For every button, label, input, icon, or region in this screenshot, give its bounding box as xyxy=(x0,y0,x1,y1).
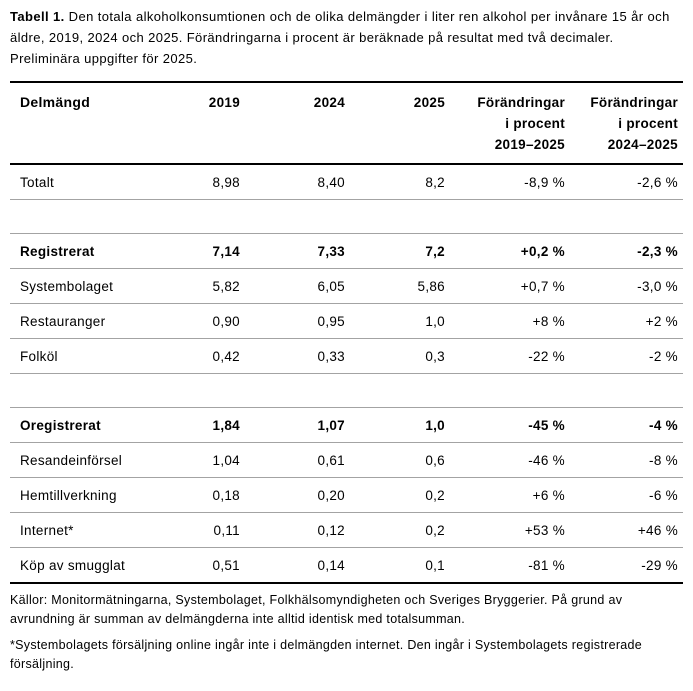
row-label: Folköl xyxy=(20,349,58,364)
value-2024: 6,05 xyxy=(317,279,345,294)
table-row-folkol: Folköl 0,42 0,33 0,3 -22 % -2 % xyxy=(10,339,683,374)
spacer-row xyxy=(10,374,683,408)
value-2019: 8,98 xyxy=(212,175,240,190)
value-2019: 0,18 xyxy=(212,488,240,503)
value-2024: 0,33 xyxy=(317,349,345,364)
value-2024: 1,07 xyxy=(317,418,345,433)
value-2019: 1,04 xyxy=(212,453,240,468)
value-2019: 0,90 xyxy=(212,314,240,329)
value-2025: 5,86 xyxy=(417,279,445,294)
value-2025: 1,0 xyxy=(425,314,445,329)
value-2025: 0,1 xyxy=(425,558,445,573)
change-2024-2025: -2,3 % xyxy=(637,244,678,259)
change-2024-2025: -2,6 % xyxy=(637,175,678,190)
table-row-oregistrerat: Oregistrerat 1,84 1,07 1,0 -45 % -4 % xyxy=(10,408,683,443)
change-2019-2025: +0,7 % xyxy=(520,279,565,294)
value-2024: 0,12 xyxy=(317,523,345,538)
change-2019-2025: +0,2 % xyxy=(520,244,565,259)
caption-text: Den totala alkoholkonsumtionen och de ol… xyxy=(10,9,670,66)
change-2019-2025: +8 % xyxy=(532,314,565,329)
value-2025: 1,0 xyxy=(425,418,445,433)
value-2025: 8,2 xyxy=(425,175,445,190)
row-label: Köp av smugglat xyxy=(20,558,126,573)
table-row-kop-av-smugglat: Köp av smugglat 0,51 0,14 0,1 -81 % -29 … xyxy=(10,548,683,583)
col-header-2024: 2024 xyxy=(313,95,345,110)
table-caption: Tabell 1. Den totala alkoholkonsumtionen… xyxy=(10,6,685,69)
col-header-change-2024-2025: Förändringar i procent 2024–2025 xyxy=(590,95,678,152)
row-label: Restauranger xyxy=(20,314,106,329)
value-2019: 0,42 xyxy=(212,349,240,364)
value-2024: 0,61 xyxy=(317,453,345,468)
table-row-totalt: Totalt 8,98 8,40 8,2 -8,9 % -2,6 % xyxy=(10,164,683,200)
data-table: Delmängd 2019 2024 2025 Förändringar i p… xyxy=(10,81,683,584)
table-row-hemtillverkning: Hemtillverkning 0,18 0,20 0,2 +6 % -6 % xyxy=(10,478,683,513)
row-label: Hemtillverkning xyxy=(20,488,117,503)
change-2024-2025: -29 % xyxy=(641,558,678,573)
change-2019-2025: -45 % xyxy=(528,418,565,433)
value-2019: 5,82 xyxy=(212,279,240,294)
table-row-registrerat: Registrerat 7,14 7,33 7,2 +0,2 % -2,3 % xyxy=(10,234,683,269)
col-header-change-2019-2025: Förändringar i procent 2019–2025 xyxy=(477,95,565,152)
change-2024-2025: -2 % xyxy=(649,349,678,364)
change-2024-2025: +2 % xyxy=(645,314,678,329)
table-row-systembolaget: Systembolaget 5,82 6,05 5,86 +0,7 % -3,0… xyxy=(10,269,683,304)
col-header-delmangd: Delmängd xyxy=(20,94,91,110)
row-label: Totalt xyxy=(20,175,55,190)
change-2019-2025: -8,9 % xyxy=(524,175,565,190)
change-2019-2025: -81 % xyxy=(528,558,565,573)
col-header-2019: 2019 xyxy=(208,95,240,110)
table-row-internet: Internet* 0,11 0,12 0,2 +53 % +46 % xyxy=(10,513,683,548)
value-2024: 0,14 xyxy=(317,558,345,573)
value-2025: 7,2 xyxy=(425,244,445,259)
change-2019-2025: +6 % xyxy=(532,488,565,503)
value-2019: 1,84 xyxy=(212,418,240,433)
change-2024-2025: -4 % xyxy=(649,418,678,433)
change-2019-2025: -46 % xyxy=(528,453,565,468)
change-2024-2025: -3,0 % xyxy=(637,279,678,294)
header-row: Delmängd 2019 2024 2025 Förändringar i p… xyxy=(10,82,683,164)
row-label: Resandeinförsel xyxy=(20,453,123,468)
change-2024-2025: +46 % xyxy=(637,523,678,538)
spacer-row xyxy=(10,200,683,234)
value-2024: 8,40 xyxy=(317,175,345,190)
row-label: Registrerat xyxy=(20,244,95,259)
value-2024: 0,20 xyxy=(317,488,345,503)
value-2025: 0,3 xyxy=(425,349,445,364)
change-2019-2025: +53 % xyxy=(524,523,565,538)
value-2025: 0,6 xyxy=(425,453,445,468)
row-label: Oregistrerat xyxy=(20,418,101,433)
change-2024-2025: -6 % xyxy=(649,488,678,503)
caption-label: Tabell 1. xyxy=(10,9,65,24)
value-2025: 0,2 xyxy=(425,523,445,538)
table-row-resandeinforsel: Resandeinförsel 1,04 0,61 0,6 -46 % -8 % xyxy=(10,443,683,478)
table-row-restauranger: Restauranger 0,90 0,95 1,0 +8 % +2 % xyxy=(10,304,683,339)
footnote-asterisk: *Systembolagets försäljning online ingår… xyxy=(10,638,643,671)
change-2019-2025: -22 % xyxy=(528,349,565,364)
value-2024: 7,33 xyxy=(317,244,345,259)
row-label: Systembolaget xyxy=(20,279,114,294)
col-header-2025: 2025 xyxy=(413,95,445,110)
value-2019: 0,51 xyxy=(212,558,240,573)
value-2019: 0,11 xyxy=(213,523,240,538)
footnote-sources: Källor: Monitormätningarna, Systembolage… xyxy=(10,593,623,626)
value-2025: 0,2 xyxy=(425,488,445,503)
row-label: Internet* xyxy=(20,523,74,538)
value-2019: 7,14 xyxy=(212,244,240,259)
value-2024: 0,95 xyxy=(317,314,345,329)
change-2024-2025: -8 % xyxy=(649,453,678,468)
